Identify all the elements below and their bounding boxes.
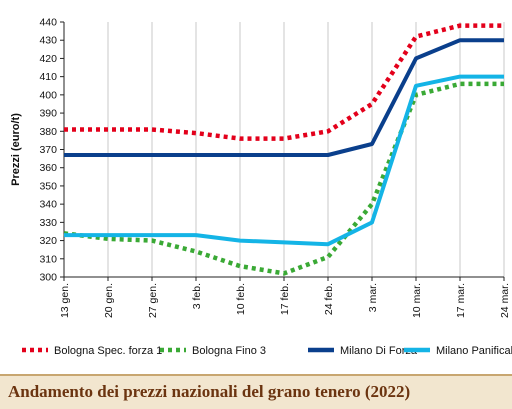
- y-axis-title: Prezzi (euro/t): [10, 113, 22, 186]
- series-line-0: [64, 23, 504, 141]
- y-tick-label: 400: [39, 89, 57, 101]
- y-tick-label: 340: [39, 199, 57, 211]
- y-tick-label: 320: [39, 235, 57, 247]
- legend-label: Bologna Spec. forza 1: [54, 345, 162, 357]
- x-tick-label: 17 feb.: [279, 283, 291, 315]
- y-tick-labels: 300 310 320 330 340 350 360 370 380 390 400 410 420 4…: [39, 17, 57, 284]
- x-tick-label: 10 feb.: [235, 283, 247, 315]
- legend-label: Milano Di Forza: [340, 345, 418, 357]
- y-tick-label: 360: [39, 162, 57, 174]
- y-tick-label: 370: [39, 144, 57, 156]
- chart-title: Andamento dei prezzi nazionali del grano…: [8, 382, 411, 401]
- x-tick-label: 20 gen.: [103, 283, 115, 318]
- x-tick-label: 17 mar.: [455, 283, 467, 318]
- x-tick-label: 27 gen.: [147, 283, 159, 318]
- y-tick-label: 440: [39, 17, 57, 29]
- y-tick-label: 390: [39, 108, 57, 120]
- x-tick-label: 3 mar.: [367, 283, 379, 312]
- x-tick-label: 13 gen.: [59, 283, 71, 318]
- caption-bar: Andamento dei prezzi nazionali del grano…: [0, 374, 512, 409]
- legend: Bologna Spec. forza 1 Bologna Fino 3 Milan…: [22, 345, 512, 357]
- x-tick-labels: 13 gen. 20 gen. 27 gen. 3 feb. 10 feb. 17 feb…: [59, 283, 511, 318]
- y-tick-label: 330: [39, 217, 57, 229]
- x-tick-label: 3 feb.: [191, 283, 203, 309]
- y-tick-label: 350: [39, 180, 57, 192]
- y-tick-label: 300: [39, 272, 57, 284]
- legend-label: Bologna Fino 3: [192, 345, 266, 357]
- y-tick-label: 380: [39, 126, 57, 138]
- y-tick-label: 420: [39, 53, 57, 65]
- x-tick-label: 24 mar.: [499, 283, 511, 318]
- x-tick-label: 24 feb.: [323, 283, 335, 315]
- y-tick-label: 430: [39, 35, 57, 47]
- x-tick-label: 10 mar.: [411, 283, 423, 318]
- line-chart: 300 310 320 330 340 350 360 370 380 390 400 410 420 4…: [10, 17, 512, 358]
- y-tick-label: 310: [39, 253, 57, 265]
- gridlines: [107, 22, 505, 277]
- y-tick-label: 410: [39, 71, 57, 83]
- series-lines: [63, 23, 505, 276]
- legend-label: Milano Panificabile: [436, 345, 512, 357]
